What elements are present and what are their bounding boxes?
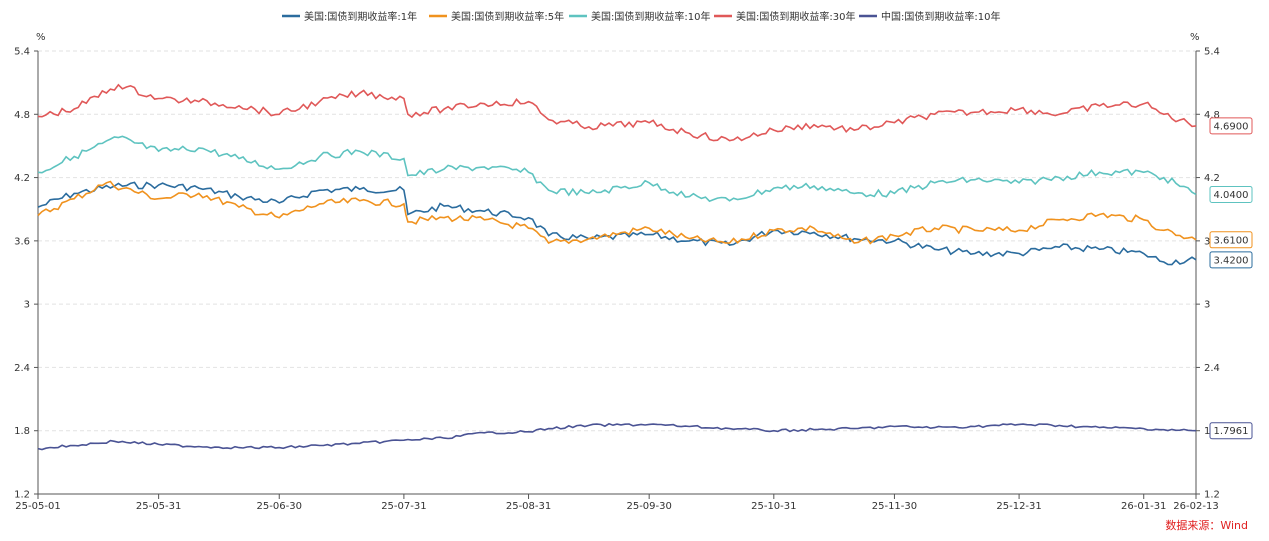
x-tick-label: 25-07-31: [381, 501, 426, 512]
gridlines: [38, 50, 1196, 432]
end-value-text: 3.6100: [1214, 235, 1249, 246]
x-tick-label: 25-09-30: [626, 501, 671, 512]
series-line: [37, 422, 1197, 451]
end-value-text: 4.6900: [1214, 121, 1249, 132]
y-tick-label-left: 4.8: [14, 110, 30, 121]
end-value-badge: 4.6900: [1209, 117, 1253, 135]
series-line: [37, 180, 1197, 245]
end-value-badge: 4.0400: [1209, 185, 1253, 203]
end-value-text: 4.0400: [1214, 190, 1249, 201]
y-tick-label-left: 3.6: [14, 236, 30, 247]
legend: 美国:国债到期收益率:1年 美国:国债到期收益率:5年 美国:国债到期收益率:10年…: [282, 10, 1000, 23]
data-source-note: 数据来源：Wind: [1165, 519, 1248, 532]
end-value-badge: 3.6100: [1209, 231, 1253, 249]
series-line: [37, 181, 1197, 266]
legend-label: 美国:国债到期收益率:5年: [451, 10, 564, 23]
series-line: [37, 135, 1197, 203]
legend-label: 美国:国债到期收益率:1年: [304, 10, 417, 23]
series-lines: [37, 83, 1197, 451]
y-tick-label-left: 4.2: [14, 173, 30, 184]
legend-label: 中国:国债到期收益率:10年: [881, 10, 1000, 23]
x-tick-label: 25-05-01: [15, 501, 60, 512]
x-tick-label: 25-05-31: [136, 501, 181, 512]
right-axis-unit: %: [1190, 32, 1200, 43]
axes: 1.21.21.81.82.42.4333.63.64.24.24.84.85.…: [14, 47, 1220, 513]
end-value-badge: 3.4200: [1209, 251, 1253, 269]
legend-label: 美国:国债到期收益率:30年: [736, 10, 855, 23]
end-value-box: [1209, 422, 1253, 440]
x-tick-label: 26-02-13: [1173, 501, 1218, 512]
y-tick-label-left: 5.4: [14, 47, 30, 58]
y-tick-label-right: 1.2: [1204, 490, 1220, 501]
end-value-labels: 3.4200 3.6100 4.0400 4.6900 1.7961: [1209, 117, 1253, 440]
y-tick-label-right: 5.4: [1204, 47, 1220, 58]
end-value-box: [1209, 185, 1253, 203]
end-value-box: [1209, 117, 1253, 135]
legend-item[interactable]: 美国:国债到期收益率:1年: [282, 10, 417, 23]
end-value-text: 1.7961: [1214, 426, 1249, 437]
legend-item[interactable]: 美国:国债到期收益率:30年: [714, 10, 855, 23]
end-value-box: [1209, 251, 1253, 269]
y-tick-label-left: 3: [24, 300, 30, 311]
end-value-text: 3.4200: [1214, 255, 1249, 266]
y-tick-label-right: 4.8: [1204, 110, 1220, 121]
legend-item[interactable]: 美国:国债到期收益率:5年: [429, 10, 564, 23]
y-tick-label-left: 2.4: [14, 363, 30, 374]
x-tick-label: 25-11-30: [872, 501, 917, 512]
x-tick-label: 25-08-31: [506, 501, 551, 512]
x-tick-label: 25-10-31: [751, 501, 796, 512]
y-tick-label-right: 3: [1204, 300, 1210, 311]
y-tick-label-right: 2.4: [1204, 363, 1220, 374]
legend-label: 美国:国债到期收益率:10年: [591, 10, 710, 23]
y-tick-label-left: 1.8: [14, 426, 30, 437]
legend-item[interactable]: 中国:国债到期收益率:10年: [859, 10, 1000, 23]
left-axis-unit: %: [36, 32, 46, 43]
series-line: [37, 83, 1197, 142]
y-tick-label-right: 4.2: [1204, 173, 1220, 184]
legend-item[interactable]: 美国:国债到期收益率:10年: [569, 10, 710, 23]
x-tick-label: 25-06-30: [257, 501, 302, 512]
end-value-badge: 1.7961: [1209, 422, 1253, 440]
x-tick-label: 26-01-31: [1121, 501, 1166, 512]
x-tick-label: 25-12-31: [996, 501, 1041, 512]
y-tick-label-left: 1.2: [14, 490, 30, 501]
end-value-box: [1209, 231, 1253, 249]
